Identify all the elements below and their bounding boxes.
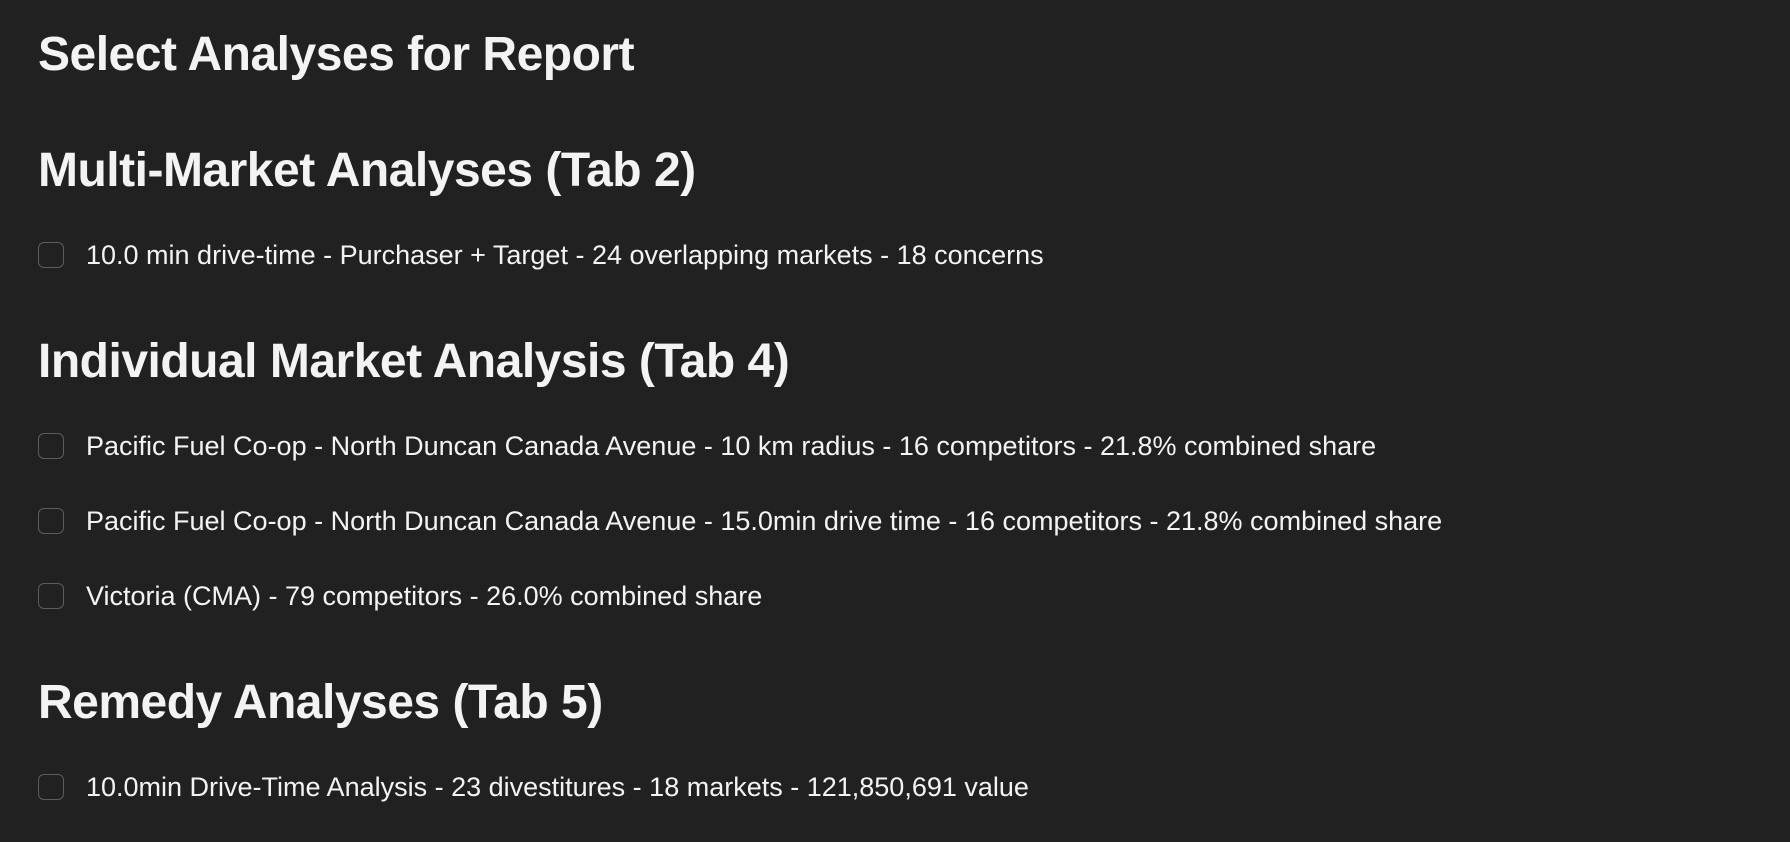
option-individual-radius[interactable]: Pacific Fuel Co-op - North Duncan Canada… bbox=[38, 428, 1376, 464]
option-label: Pacific Fuel Co-op - North Duncan Canada… bbox=[86, 431, 1377, 461]
option-label: 10.0 min drive-time - Purchaser + Target… bbox=[86, 240, 1044, 270]
section-title-remedy: Remedy Analyses (Tab 5) bbox=[38, 676, 603, 729]
option-remedy-drive-time[interactable]: 10.0min Drive-Time Analysis - 23 divesti… bbox=[38, 769, 1029, 805]
checkbox[interactable] bbox=[38, 774, 64, 800]
section-title-multi-market: Multi-Market Analyses (Tab 2) bbox=[38, 144, 696, 197]
option-label: 10.0min Drive-Time Analysis - 23 divesti… bbox=[86, 772, 1029, 802]
option-multi-market-drive-time[interactable]: 10.0 min drive-time - Purchaser + Target… bbox=[38, 237, 1044, 273]
option-individual-drive-time[interactable]: Pacific Fuel Co-op - North Duncan Canada… bbox=[38, 503, 1442, 539]
page-title: Select Analyses for Report bbox=[38, 28, 635, 81]
checkbox[interactable] bbox=[38, 242, 64, 268]
checkbox[interactable] bbox=[38, 583, 64, 609]
section-title-individual-market: Individual Market Analysis (Tab 4) bbox=[38, 335, 790, 388]
option-individual-victoria[interactable]: Victoria (CMA) - 79 competitors - 26.0% … bbox=[38, 578, 762, 614]
checkbox[interactable] bbox=[38, 508, 64, 534]
option-label: Pacific Fuel Co-op - North Duncan Canada… bbox=[86, 506, 1443, 536]
option-label: Victoria (CMA) - 79 competitors - 26.0% … bbox=[86, 581, 763, 611]
checkbox[interactable] bbox=[38, 433, 64, 459]
